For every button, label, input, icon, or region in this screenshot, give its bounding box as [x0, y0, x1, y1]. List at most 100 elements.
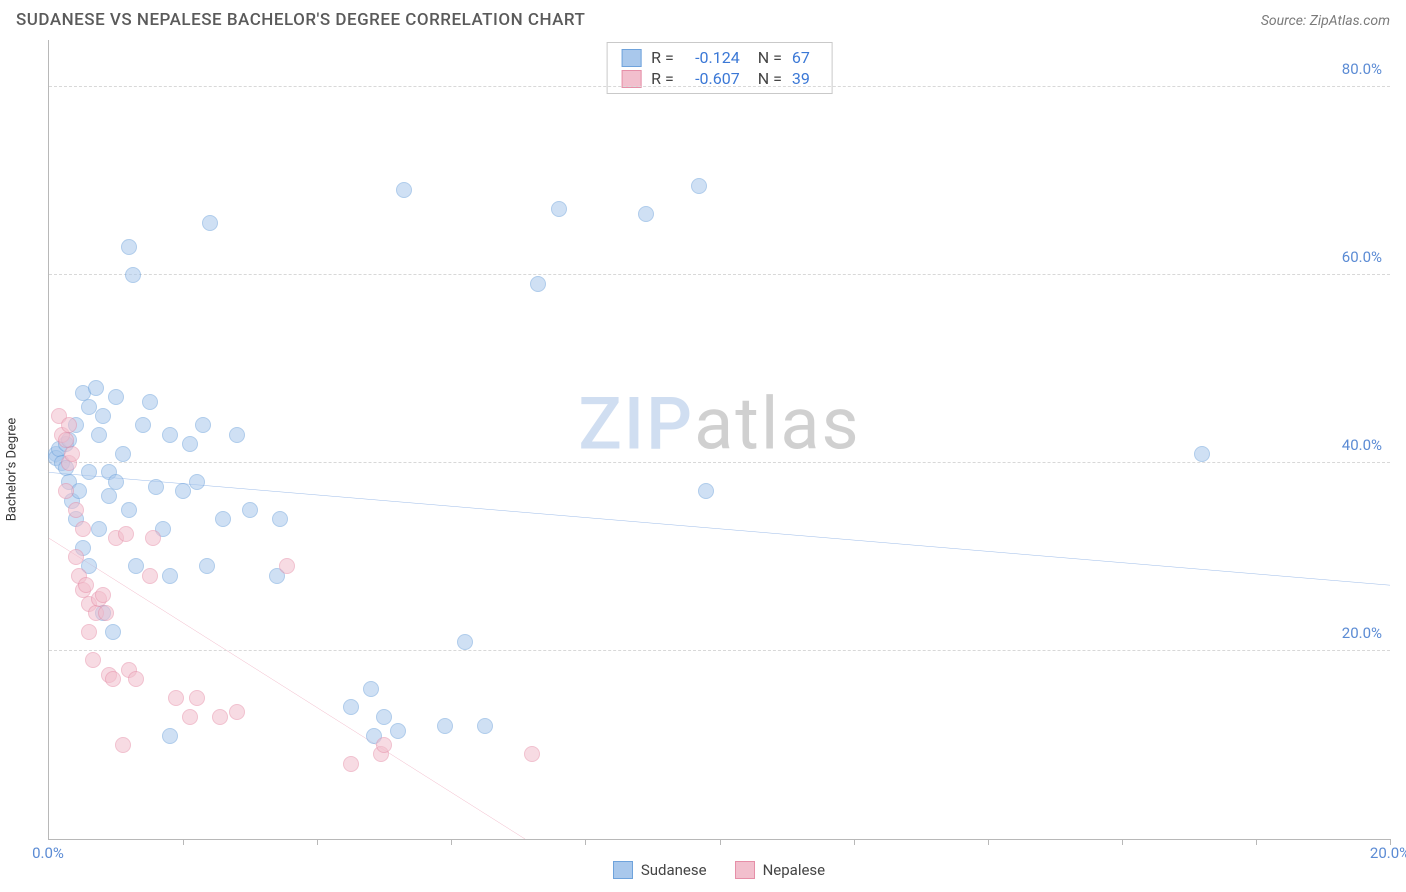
- source-name: ZipAtlas.com: [1310, 13, 1390, 29]
- data-point: [195, 417, 211, 433]
- data-point: [162, 427, 178, 443]
- data-point: [88, 380, 104, 396]
- data-point: [95, 587, 111, 603]
- data-point: [101, 488, 117, 504]
- x-tick: [451, 839, 452, 845]
- data-point: [58, 483, 74, 499]
- data-point: [142, 568, 158, 584]
- data-point: [343, 756, 359, 772]
- data-point: [121, 502, 137, 518]
- data-point: [376, 709, 392, 725]
- data-point: [75, 521, 91, 537]
- legend-swatch: [621, 49, 641, 67]
- x-tick: [988, 839, 989, 845]
- stat-r-label: R =: [651, 48, 674, 67]
- data-point: [376, 737, 392, 753]
- legend-label: Nepalese: [763, 861, 826, 879]
- data-point: [189, 474, 205, 490]
- watermark-atlas: atlas: [694, 381, 861, 466]
- data-point: [105, 671, 121, 687]
- watermark-zip: ZIP: [578, 381, 694, 466]
- x-tick: [585, 839, 586, 845]
- y-tick-label: 40.0%: [1342, 436, 1382, 454]
- data-point: [168, 690, 184, 706]
- y-tick-label: 20.0%: [1342, 624, 1382, 642]
- x-tick: [1122, 839, 1123, 845]
- data-point: [279, 558, 295, 574]
- grid-line: [49, 274, 1390, 275]
- data-point: [530, 276, 546, 292]
- trend-lines: [49, 40, 1390, 839]
- data-point: [212, 709, 228, 725]
- data-point: [162, 568, 178, 584]
- data-point: [343, 699, 359, 715]
- grid-line: [49, 86, 1390, 87]
- data-point: [272, 511, 288, 527]
- data-point: [142, 394, 158, 410]
- data-point: [202, 215, 218, 231]
- data-point: [182, 436, 198, 452]
- data-point: [242, 502, 258, 518]
- data-point: [390, 723, 406, 739]
- correlation-chart: Bachelor's Degree ZIPatlas R =-0.124N =6…: [16, 40, 1390, 884]
- data-point: [115, 446, 131, 462]
- data-point: [91, 521, 107, 537]
- data-point: [78, 577, 94, 593]
- legend-item: Sudanese: [613, 861, 707, 879]
- data-point: [61, 417, 77, 433]
- data-point: [85, 652, 101, 668]
- data-point: [128, 671, 144, 687]
- data-point: [145, 530, 161, 546]
- data-point: [691, 178, 707, 194]
- data-point: [162, 728, 178, 744]
- plot-area: ZIPatlas R =-0.124N =67R =-0.607N =39 20…: [48, 40, 1390, 840]
- source-attribution: Source: ZipAtlas.com: [1261, 13, 1390, 29]
- trend-line: [49, 472, 1390, 585]
- data-point: [98, 605, 114, 621]
- data-point: [524, 746, 540, 762]
- data-point: [148, 479, 164, 495]
- y-tick-label: 80.0%: [1342, 60, 1382, 78]
- data-point: [215, 511, 231, 527]
- data-point: [135, 417, 151, 433]
- data-point: [551, 201, 567, 217]
- data-point: [396, 182, 412, 198]
- data-point: [189, 690, 205, 706]
- data-point: [199, 558, 215, 574]
- data-point: [95, 408, 111, 424]
- legend-item: Nepalese: [735, 861, 826, 879]
- data-point: [125, 267, 141, 283]
- page-title: SUDANESE VS NEPALESE BACHELOR'S DEGREE C…: [16, 10, 585, 30]
- x-tick-label: 0.0%: [32, 844, 64, 862]
- y-tick-label: 60.0%: [1342, 248, 1382, 266]
- legend-swatch: [735, 861, 755, 879]
- trend-line: [49, 538, 525, 839]
- legend-swatch: [613, 861, 633, 879]
- x-tick-label: 20.0%: [1370, 844, 1406, 862]
- data-point: [698, 483, 714, 499]
- bottom-legend: Sudanese Nepalese: [48, 856, 1390, 884]
- data-point: [64, 446, 80, 462]
- data-point: [477, 718, 493, 734]
- x-tick: [317, 839, 318, 845]
- data-point: [638, 206, 654, 222]
- stat-n-label: N =: [758, 48, 782, 67]
- data-point: [229, 427, 245, 443]
- data-point: [115, 737, 131, 753]
- x-tick: [720, 839, 721, 845]
- stats-row: R =-0.124N =67: [621, 47, 818, 68]
- data-point: [81, 624, 97, 640]
- data-point: [91, 427, 107, 443]
- x-tick: [1256, 839, 1257, 845]
- grid-line: [49, 650, 1390, 651]
- data-point: [229, 704, 245, 720]
- grid-line: [49, 462, 1390, 463]
- stat-r-value: -0.124: [684, 48, 740, 67]
- x-tick: [854, 839, 855, 845]
- legend-swatch: [621, 70, 641, 88]
- legend-label: Sudanese: [641, 861, 707, 879]
- data-point: [121, 239, 137, 255]
- watermark: ZIPatlas: [578, 381, 860, 466]
- data-point: [81, 464, 97, 480]
- data-point: [1194, 446, 1210, 462]
